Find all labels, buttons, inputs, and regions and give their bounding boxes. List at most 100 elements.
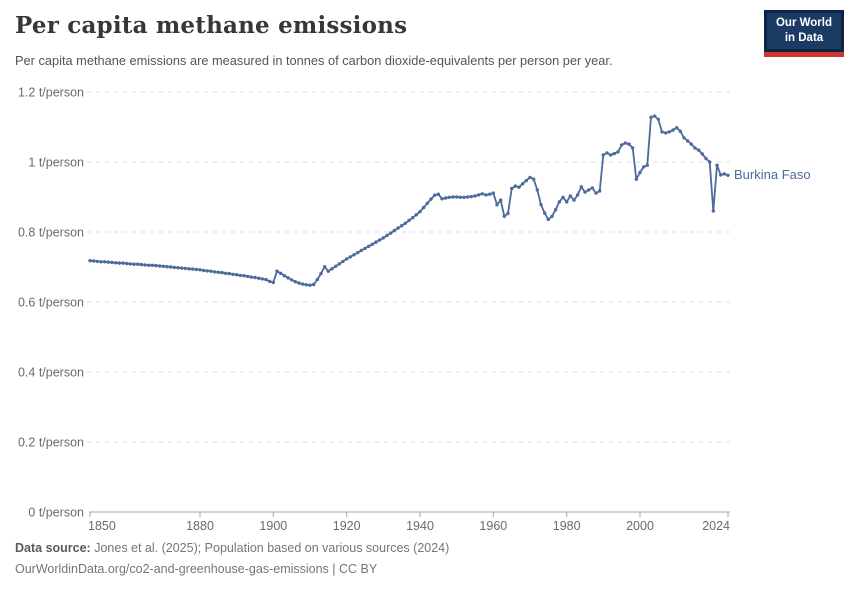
data-point[interactable] bbox=[356, 250, 360, 255]
data-point[interactable] bbox=[433, 193, 437, 197]
data-point[interactable] bbox=[466, 195, 470, 199]
data-point[interactable] bbox=[88, 259, 92, 263]
data-point[interactable] bbox=[407, 218, 411, 223]
data-point[interactable] bbox=[246, 274, 250, 279]
data-point[interactable] bbox=[194, 267, 198, 272]
data-point[interactable] bbox=[238, 273, 242, 278]
data-point[interactable] bbox=[128, 262, 132, 266]
data-point[interactable] bbox=[568, 194, 572, 198]
data-point[interactable] bbox=[301, 282, 305, 286]
data-point[interactable] bbox=[506, 211, 510, 216]
data-point[interactable] bbox=[396, 226, 400, 230]
data-point[interactable] bbox=[99, 260, 103, 264]
data-point[interactable] bbox=[554, 207, 558, 212]
data-point[interactable] bbox=[612, 151, 616, 156]
data-point[interactable] bbox=[319, 271, 323, 276]
data-point[interactable] bbox=[675, 126, 679, 130]
data-point[interactable] bbox=[348, 255, 352, 259]
data-point[interactable] bbox=[381, 236, 385, 240]
data-point[interactable] bbox=[583, 190, 587, 194]
data-point[interactable] bbox=[282, 274, 286, 278]
data-point[interactable] bbox=[227, 271, 231, 276]
data-point[interactable] bbox=[114, 261, 118, 265]
data-point[interactable] bbox=[154, 263, 158, 268]
data-point[interactable] bbox=[642, 165, 646, 169]
data-point[interactable] bbox=[216, 270, 220, 274]
data-point[interactable] bbox=[645, 163, 649, 167]
data-point[interactable] bbox=[95, 259, 100, 264]
data-point[interactable] bbox=[374, 240, 378, 244]
data-point[interactable] bbox=[598, 189, 602, 193]
data-point[interactable] bbox=[330, 267, 334, 271]
data-point[interactable] bbox=[172, 265, 176, 270]
data-point[interactable] bbox=[92, 259, 96, 263]
data-point[interactable] bbox=[521, 182, 525, 186]
data-point[interactable] bbox=[293, 280, 297, 284]
data-point[interactable] bbox=[638, 170, 642, 175]
data-point[interactable] bbox=[231, 272, 235, 276]
data-point[interactable] bbox=[257, 276, 261, 280]
data-point[interactable] bbox=[425, 201, 429, 205]
data-point[interactable] bbox=[524, 178, 528, 183]
data-point[interactable] bbox=[502, 214, 506, 218]
data-point[interactable] bbox=[634, 177, 638, 181]
data-point[interactable] bbox=[363, 246, 367, 251]
data-point[interactable] bbox=[161, 264, 165, 268]
data-point[interactable] bbox=[220, 270, 224, 275]
data-point[interactable] bbox=[671, 128, 675, 132]
data-point[interactable] bbox=[726, 173, 730, 177]
data-point[interactable] bbox=[341, 259, 345, 264]
data-point[interactable] bbox=[202, 268, 206, 273]
data-point[interactable] bbox=[499, 198, 503, 202]
data-point[interactable] bbox=[414, 213, 418, 217]
data-point[interactable] bbox=[491, 191, 495, 195]
data-point[interactable] bbox=[400, 224, 404, 228]
data-point[interactable] bbox=[389, 231, 393, 235]
data-point[interactable] bbox=[590, 186, 594, 190]
data-point[interactable] bbox=[213, 270, 217, 274]
data-point[interactable] bbox=[337, 262, 341, 266]
data-point[interactable] bbox=[392, 228, 396, 233]
data-point[interactable] bbox=[304, 283, 308, 287]
data-point[interactable] bbox=[158, 264, 162, 268]
data-point[interactable] bbox=[594, 191, 598, 195]
data-point[interactable] bbox=[510, 186, 514, 191]
data-point[interactable] bbox=[451, 195, 455, 199]
data-point[interactable] bbox=[125, 261, 129, 266]
data-point[interactable] bbox=[323, 265, 327, 269]
data-point[interactable] bbox=[429, 197, 433, 201]
data-point[interactable] bbox=[440, 197, 444, 201]
data-point[interactable] bbox=[649, 115, 653, 119]
data-point[interactable] bbox=[708, 160, 712, 164]
data-point[interactable] bbox=[576, 193, 580, 197]
data-point[interactable] bbox=[543, 211, 547, 215]
data-point[interactable] bbox=[297, 281, 301, 285]
data-point[interactable] bbox=[264, 277, 268, 282]
data-point[interactable] bbox=[132, 262, 136, 266]
data-point[interactable] bbox=[458, 195, 462, 199]
data-point[interactable] bbox=[488, 192, 492, 196]
data-point[interactable] bbox=[117, 261, 122, 265]
data-point[interactable] bbox=[627, 142, 631, 146]
data-point[interactable] bbox=[403, 221, 407, 225]
data-point[interactable] bbox=[253, 275, 257, 280]
data-point[interactable] bbox=[561, 195, 565, 199]
data-point[interactable] bbox=[455, 195, 459, 199]
data-point[interactable] bbox=[579, 185, 583, 189]
data-point[interactable] bbox=[532, 177, 536, 181]
data-point[interactable] bbox=[290, 278, 294, 282]
data-point[interactable] bbox=[370, 242, 374, 246]
data-point[interactable] bbox=[436, 192, 440, 196]
data-point[interactable] bbox=[367, 244, 371, 248]
data-point[interactable] bbox=[631, 146, 635, 150]
data-point[interactable] bbox=[191, 267, 195, 271]
data-point[interactable] bbox=[103, 260, 107, 264]
data-point[interactable] bbox=[656, 117, 660, 122]
data-point[interactable] bbox=[539, 203, 543, 207]
data-point[interactable] bbox=[689, 142, 693, 146]
data-point[interactable] bbox=[268, 279, 272, 284]
data-point[interactable] bbox=[495, 203, 499, 207]
data-point[interactable] bbox=[565, 200, 569, 204]
data-point[interactable] bbox=[693, 146, 697, 150]
